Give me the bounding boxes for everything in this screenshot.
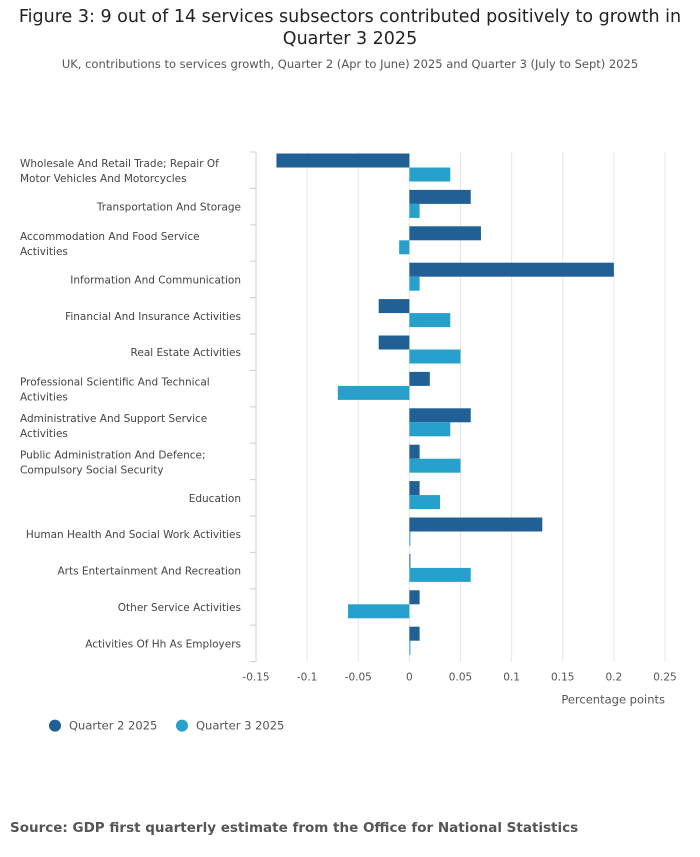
legend-marker: [49, 719, 61, 732]
category-label: Other Service Activities: [118, 602, 241, 614]
bar-q2: [409, 553, 411, 568]
bar-q3: [409, 422, 451, 437]
category-label: Public Administration And Defence;: [20, 449, 206, 461]
x-tick-label: 0.1: [503, 672, 520, 684]
bar-q2: [409, 262, 614, 277]
category-label: Accommodation And Food Service: [20, 231, 200, 243]
x-tick-label: 0.05: [449, 672, 472, 684]
x-tick-label: -0.15: [242, 672, 269, 684]
category-label: Wholesale And Retail Trade; Repair Of: [20, 158, 219, 170]
bar-q2: [409, 371, 430, 386]
bar-q2: [409, 444, 420, 459]
category-label: Transportation And Storage: [96, 202, 241, 214]
bar-q3: [409, 567, 471, 582]
category-label: Real Estate Activities: [131, 347, 241, 359]
bar-q3: [337, 385, 410, 400]
x-axis-title: Percentage points: [561, 693, 665, 707]
category-label: Information And Communication: [70, 274, 241, 286]
x-tick-label: 0.25: [653, 672, 676, 684]
bar-q2: [378, 299, 410, 314]
bar-q3: [409, 167, 451, 182]
bar-q3: [409, 458, 461, 473]
category-label: Motor Vehicles And Motorcycles: [20, 173, 187, 185]
legend-marker: [176, 719, 188, 732]
bar-q2: [409, 481, 420, 496]
bar-q2: [409, 517, 543, 532]
category-label: Financial And Insurance Activities: [65, 311, 241, 323]
x-tick-label: 0.2: [606, 672, 623, 684]
bar-q3: [409, 313, 451, 328]
x-tick-label: 0.15: [551, 672, 574, 684]
bar-q2: [409, 226, 481, 241]
bar-q2: [409, 626, 420, 641]
category-label: Activities: [20, 392, 68, 404]
bar-q2: [276, 153, 410, 168]
x-tick-label: -0.1: [297, 672, 318, 684]
category-label: Activities Of Hh As Employers: [85, 638, 241, 650]
chart-title: Figure 3: 9 out of 14 services subsector…: [18, 7, 682, 49]
category-label: Activities: [20, 246, 68, 258]
bar-chart: Wholesale And Retail Trade; Repair Of Mot…: [20, 151, 677, 733]
category-label: Compulsory Social Security: [20, 464, 164, 476]
category-label: Activities: [20, 428, 68, 440]
bar-q3: [399, 240, 410, 255]
bar-q3: [348, 604, 410, 619]
category-label: Education: [189, 493, 241, 505]
bar-q3: [409, 349, 461, 364]
bar-q3: [409, 203, 420, 218]
category-label: Professional Scientific And Technical: [20, 377, 210, 389]
legend-label: Quarter 3 2025: [196, 719, 284, 733]
bar-q2: [409, 408, 471, 423]
bar-q2: [409, 590, 420, 605]
bar-q3: [409, 640, 411, 655]
legend-label: Quarter 2 2025: [69, 719, 157, 733]
category-label: Human Health And Social Work Activities: [26, 529, 241, 541]
x-tick-label: 0: [406, 672, 413, 684]
bar-q3: [409, 276, 420, 291]
category-label: Arts Entertainment And Recreation: [57, 566, 241, 578]
bar-q2: [409, 189, 471, 204]
bar-q2: [378, 335, 410, 350]
category-label: Administrative And Support Service: [20, 413, 207, 425]
source-note: Source: GDP first quarterly estimate fro…: [10, 820, 579, 836]
x-tick-label: -0.05: [345, 672, 372, 684]
chart-subtitle: UK, contributions to services growth, Qu…: [61, 57, 639, 71]
bar-q3: [409, 531, 411, 546]
bar-q3: [409, 495, 441, 510]
